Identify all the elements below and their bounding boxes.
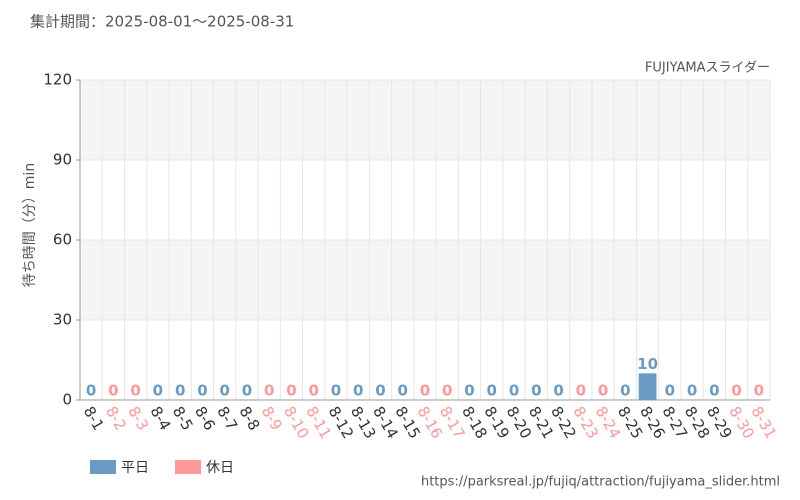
data-label: 0 xyxy=(130,382,140,400)
x-tick-label: 8-2 xyxy=(102,403,130,433)
data-label: 0 xyxy=(598,382,608,400)
chart-subtitle: FUJIYAMAスライダー xyxy=(645,61,770,76)
data-label: 0 xyxy=(620,382,630,400)
data-label: 0 xyxy=(531,382,541,400)
data-label: 0 xyxy=(687,382,697,400)
data-label: 10 xyxy=(637,355,658,373)
data-label: 0 xyxy=(375,382,385,400)
data-label: 0 xyxy=(576,382,586,400)
legend-label: 休日 xyxy=(206,460,234,476)
y-tick-label: 0 xyxy=(62,391,72,409)
x-tick-label: 8-7 xyxy=(213,403,241,433)
data-label: 0 xyxy=(219,382,229,400)
data-label: 0 xyxy=(420,382,430,400)
chart-title: 集計期間：2025-08-01～2025-08-31 xyxy=(30,13,294,31)
source-url: https://parksreal.jp/fujiq/attraction/fu… xyxy=(421,475,780,490)
y-tick-label: 60 xyxy=(53,231,72,249)
legend-swatch xyxy=(90,460,116,474)
y-tick-label: 90 xyxy=(53,151,72,169)
x-tick-label: 8-8 xyxy=(236,403,264,433)
data-label: 0 xyxy=(442,382,452,400)
x-tick-label: 8-6 xyxy=(191,403,219,433)
x-tick-label: 8-1 xyxy=(80,403,108,433)
y-tick-label: 120 xyxy=(43,71,72,89)
data-label: 0 xyxy=(242,382,252,400)
legend-swatch xyxy=(175,460,201,474)
data-label: 0 xyxy=(464,382,474,400)
x-tick-label: 8-9 xyxy=(258,403,286,433)
data-label: 0 xyxy=(108,382,118,400)
data-label: 0 xyxy=(197,382,207,400)
data-label: 0 xyxy=(86,382,96,400)
data-label: 0 xyxy=(308,382,318,400)
data-label: 0 xyxy=(509,382,519,400)
data-label: 0 xyxy=(331,382,341,400)
bar xyxy=(638,373,657,400)
y-axis-title: 待ち時間（分）min xyxy=(22,163,38,287)
data-label: 0 xyxy=(353,382,363,400)
data-label: 0 xyxy=(264,382,274,400)
x-tick-label: 8-5 xyxy=(169,403,197,433)
data-label: 0 xyxy=(153,382,163,400)
data-label: 0 xyxy=(398,382,408,400)
data-label: 0 xyxy=(553,382,563,400)
x-tick-label: 8-3 xyxy=(124,403,152,433)
data-label: 0 xyxy=(709,382,719,400)
legend-label: 平日 xyxy=(121,460,149,476)
grid-band xyxy=(80,240,770,320)
grid-band xyxy=(80,80,770,160)
x-tick-label: 8-4 xyxy=(147,403,175,433)
data-label: 0 xyxy=(665,382,675,400)
data-label: 0 xyxy=(754,382,764,400)
y-tick-label: 30 xyxy=(53,311,72,329)
data-label: 0 xyxy=(175,382,185,400)
data-label: 0 xyxy=(731,382,741,400)
data-label: 0 xyxy=(286,382,296,400)
data-label: 0 xyxy=(487,382,497,400)
